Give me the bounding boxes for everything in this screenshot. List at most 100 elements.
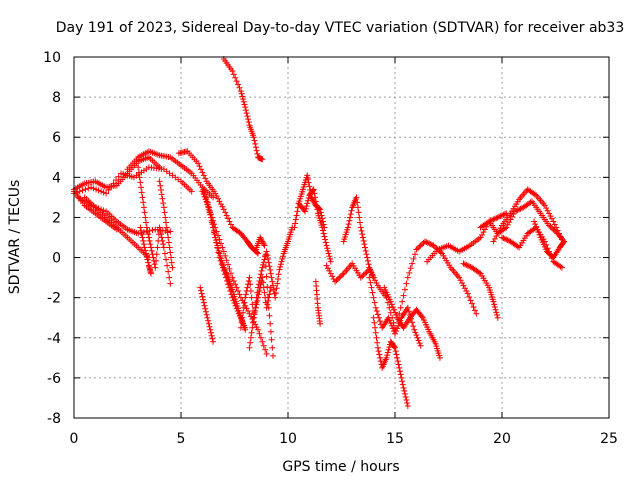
data-point [456,274,463,281]
series-arc-18 [252,234,277,359]
data-point [206,209,213,216]
data-point [503,236,510,243]
data-point [497,225,504,232]
data-point [257,271,264,278]
data-point [161,209,168,216]
data-point [497,213,504,220]
data-point [394,358,401,365]
data-point [235,81,242,88]
data-point [326,267,333,274]
data-point [242,294,249,301]
data-point [135,230,142,237]
data-point [370,294,377,301]
y-tick-label: 2 [52,210,61,226]
data-point [357,224,364,231]
data-point [400,384,407,391]
data-point [325,250,332,257]
data-point [242,104,249,111]
data-point [255,284,262,291]
data-point [401,387,408,394]
data-point [212,190,219,197]
data-point [228,291,235,298]
data-point [204,199,211,206]
data-point [386,317,393,324]
data-point [242,107,249,114]
data-point [137,179,144,186]
data-point [358,227,365,234]
data-point [409,260,416,267]
data-point [202,308,209,315]
series-arc-23 [340,194,377,281]
data-point [558,264,565,271]
data-point [304,197,311,204]
data-point [255,250,262,257]
data-point [257,234,264,241]
data-point [227,287,234,294]
data-point [158,191,165,198]
data-point [216,198,223,205]
data-point [304,172,311,179]
data-point [148,247,155,254]
data-point [397,304,404,311]
data-point [407,265,414,272]
data-point [394,325,401,332]
y-axis-label: SDTVAR / TECUs [7,180,23,295]
data-point [166,274,173,281]
y-tick-label: -6 [47,371,61,387]
data-point [246,344,253,351]
series-arc-15 [220,56,266,163]
data-point [247,339,254,346]
data-point [392,309,398,316]
data-point [156,224,163,231]
series-arc-17 [246,224,296,351]
data-point [153,257,160,264]
data-point [205,204,212,211]
data-point [165,239,172,246]
data-point [161,250,168,257]
data-point [374,339,381,346]
data-point [490,216,497,223]
data-point [312,198,319,205]
data-point [201,302,208,309]
data-point [372,324,379,331]
data-point [490,238,497,245]
data-point [419,241,426,248]
data-point [359,234,366,241]
data-point [206,323,213,330]
data-point [494,214,501,221]
data-point [461,261,468,268]
data-point [501,211,508,218]
data-point [362,247,369,254]
data-point [213,239,220,246]
data-point [160,241,167,248]
data-point [154,244,161,251]
data-point [152,264,159,271]
data-point [393,351,400,358]
data-point [320,230,327,237]
data-point [233,78,240,85]
data-point [246,310,253,317]
data-point [253,324,260,331]
data-point [232,74,239,81]
data-point [250,319,257,326]
data-point [79,187,86,194]
data-point [371,319,378,326]
data-point [203,194,210,201]
data-point [291,224,298,231]
data-point [254,150,261,157]
data-point [348,207,355,214]
data-point [418,313,425,320]
data-point [207,329,214,336]
series-arc-13 [203,194,249,331]
data-point [362,270,369,277]
data-point [247,287,254,294]
data-point [197,284,204,291]
data-point [260,241,267,248]
series-arc-03 [71,164,195,197]
data-point [226,218,233,225]
data-point [210,224,217,231]
data-point [416,340,423,347]
data-point [265,255,272,262]
data-point [532,221,539,228]
data-point [252,144,259,151]
